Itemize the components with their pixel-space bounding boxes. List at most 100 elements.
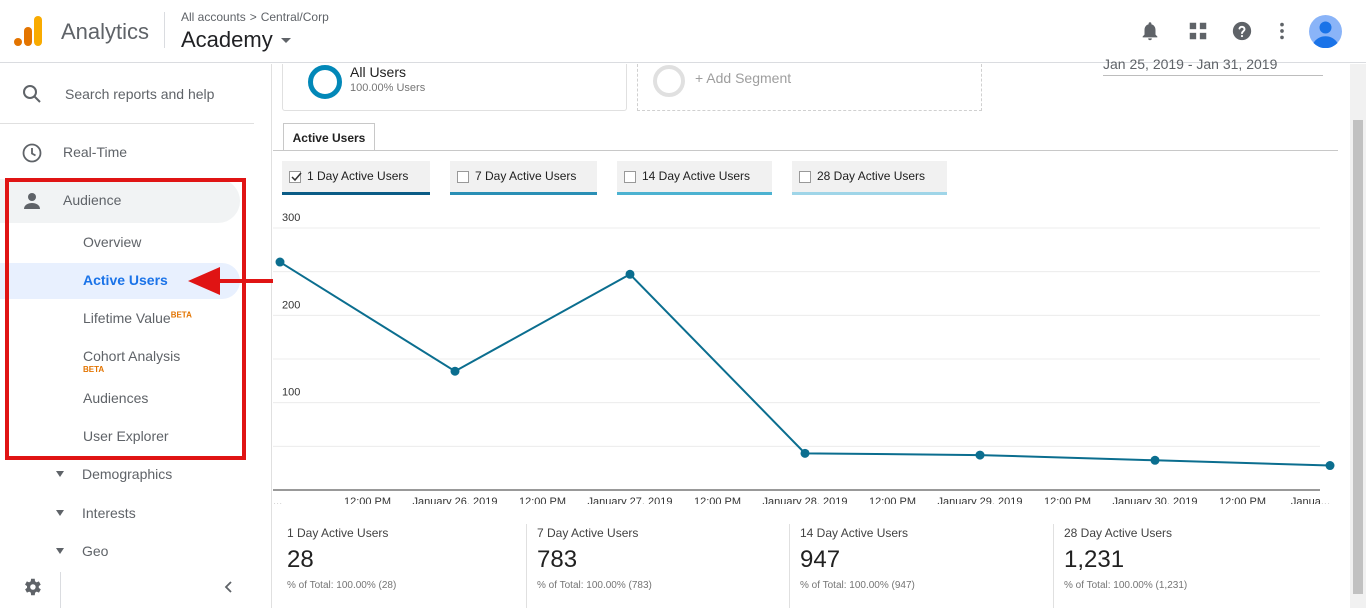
x-tick-label: 12:00 PM [344, 496, 391, 504]
metric-color-bar [617, 192, 772, 195]
sidebar-item-interests[interactable]: Interests [0, 500, 240, 530]
metric-color-bar [282, 192, 430, 195]
gear-icon[interactable] [21, 576, 43, 598]
apps-grid-icon[interactable] [1187, 20, 1209, 42]
sidebar-item-label: Interests [82, 505, 136, 521]
scorecard-value: 1,231 [1064, 546, 1125, 573]
metric-label: 7 Day Active Users [475, 169, 577, 183]
scrollbar[interactable] [1350, 64, 1366, 608]
scorecard-divider [789, 524, 790, 608]
bell-icon[interactable] [1139, 20, 1161, 42]
metric-color-bar [450, 192, 597, 195]
scorecard-value: 28 [287, 546, 314, 573]
sidebar-item-label: Real-Time [63, 144, 128, 160]
active-users-chart: 100 200 300... 12:00 PM January 26, 2019 12:0… [273, 212, 1335, 504]
app-name: Analytics [61, 19, 150, 44]
sidebar-item-realtime[interactable]: Real-Time [0, 131, 254, 175]
metric-28-day-button[interactable]: 28 Day Active Users [792, 161, 947, 195]
sidebar-item-label: User Explorer [83, 428, 169, 444]
sidebar-item-active-users[interactable]: Active Users [0, 263, 240, 299]
scorecard-sub: % of Total: 100.00% (947) [800, 580, 915, 591]
metric-label: 28 Day Active Users [817, 169, 926, 183]
beta-badge: BETA [170, 310, 192, 320]
header-divider [164, 12, 165, 48]
add-segment-button[interactable]: + Add Segment [637, 64, 982, 111]
series-line [279, 261, 1331, 467]
y-tick-label: 300 [282, 212, 300, 224]
person-icon [24, 193, 40, 209]
checkbox-icon[interactable] [799, 171, 811, 183]
sidebar-item-audiences[interactable]: Audiences [0, 381, 240, 417]
avatar[interactable] [1309, 15, 1342, 48]
scorecard-sub: % of Total: 100.00% (28) [287, 580, 397, 591]
data-point[interactable] [1325, 461, 1335, 471]
checkbox-icon[interactable] [457, 171, 469, 183]
view-selector[interactable]: Academy [181, 27, 291, 53]
analytics-logo-icon[interactable] [14, 16, 42, 46]
caret-down-icon [280, 37, 291, 43]
metric-1-day-button[interactable]: 1 Day Active Users [282, 161, 430, 195]
scorecard-sub: % of Total: 100.00% (783) [537, 580, 652, 591]
segment-name: All Users [350, 64, 407, 80]
sidebar-item-label: Audience [63, 192, 122, 208]
data-point[interactable] [1150, 455, 1160, 465]
data-point[interactable] [975, 450, 985, 460]
search-reports[interactable]: Search reports and help [0, 64, 254, 124]
breadcrumb-account[interactable]: Central/Corp [260, 10, 329, 24]
sidebar-item-geo[interactable]: Geo [0, 538, 240, 568]
sidebar-item-label: Demographics [82, 466, 173, 482]
sidebar-item-demographics[interactable]: Demographics [0, 461, 240, 491]
sidebar: Search reports and help Real-Time Audien… [0, 64, 272, 608]
clock-icon [22, 143, 42, 163]
data-point[interactable] [625, 269, 635, 279]
metric-7-day-button[interactable]: 7 Day Active Users [450, 161, 597, 195]
segment-placeholder-ring-icon [653, 65, 685, 97]
help-icon[interactable] [1231, 20, 1253, 42]
more-vert-icon[interactable] [1271, 20, 1293, 42]
sidebar-item-label: Geo [82, 543, 109, 559]
top-bar: Analytics All accounts > Central/Corp Acad… [0, 0, 1366, 63]
search-icon [23, 85, 41, 103]
add-segment-label: + Add Segment [695, 70, 792, 86]
segment-sub: 100.00% Users [350, 82, 426, 94]
date-range-picker[interactable]: Jan 25, 2019 - Jan 31, 2019 [1103, 56, 1323, 76]
date-range-label: Jan 25, 2019 - Jan 31, 2019 [1103, 56, 1278, 72]
tab-active-users[interactable]: Active Users [283, 123, 375, 151]
x-tick-label: ... [273, 496, 282, 504]
scorecard-divider [526, 524, 527, 608]
scorecard-value: 947 [800, 546, 841, 573]
beta-badge: BETA [83, 365, 105, 374]
sidebar-item-cohort-analysis[interactable]: Cohort Analysis BETA [0, 339, 240, 381]
data-point[interactable] [800, 448, 810, 458]
scorecard-label: 14 Day Active Users [800, 526, 909, 540]
breadcrumb[interactable]: All accounts > Central/Corp [181, 10, 329, 24]
chevron-left-icon[interactable] [222, 580, 236, 594]
data-point[interactable] [275, 257, 285, 267]
metric-14-day-button[interactable]: 14 Day Active Users [617, 161, 772, 195]
breadcrumb-root[interactable]: All accounts [181, 10, 246, 24]
x-tick-label: January 29, 2019 [937, 496, 1022, 504]
checkbox-icon[interactable] [624, 171, 636, 183]
expand-triangle-icon [56, 510, 64, 516]
x-tick-label: 12:00 PM [519, 496, 566, 504]
sidebar-item-user-explorer[interactable]: User Explorer [0, 419, 240, 455]
metric-label: 1 Day Active Users [307, 169, 409, 183]
y-tick-label: 100 [282, 387, 300, 399]
scorecard-value: 783 [537, 546, 578, 573]
sidebar-item-audience[interactable]: Audience [0, 179, 240, 223]
metric-label: 14 Day Active Users [642, 169, 751, 183]
checkbox-checked-icon[interactable] [289, 171, 302, 183]
scrollbar-thumb[interactable] [1353, 120, 1363, 594]
scorecard-label: 1 Day Active Users [287, 526, 389, 540]
data-point[interactable] [450, 366, 460, 376]
segment-all-users[interactable]: All Users 100.00% Users [282, 64, 627, 111]
expand-triangle-icon [56, 471, 64, 477]
scorecard-sub: % of Total: 100.00% (1,231) [1064, 580, 1188, 591]
metric-color-bar [792, 192, 947, 195]
tab-divider [273, 150, 1338, 151]
sidebar-item-label: Lifetime Value [83, 310, 171, 326]
tree-connector-line [60, 572, 61, 608]
sidebar-item-lifetime-value[interactable]: Lifetime ValueBETA [0, 301, 240, 337]
sidebar-item-overview[interactable]: Overview [0, 225, 240, 261]
